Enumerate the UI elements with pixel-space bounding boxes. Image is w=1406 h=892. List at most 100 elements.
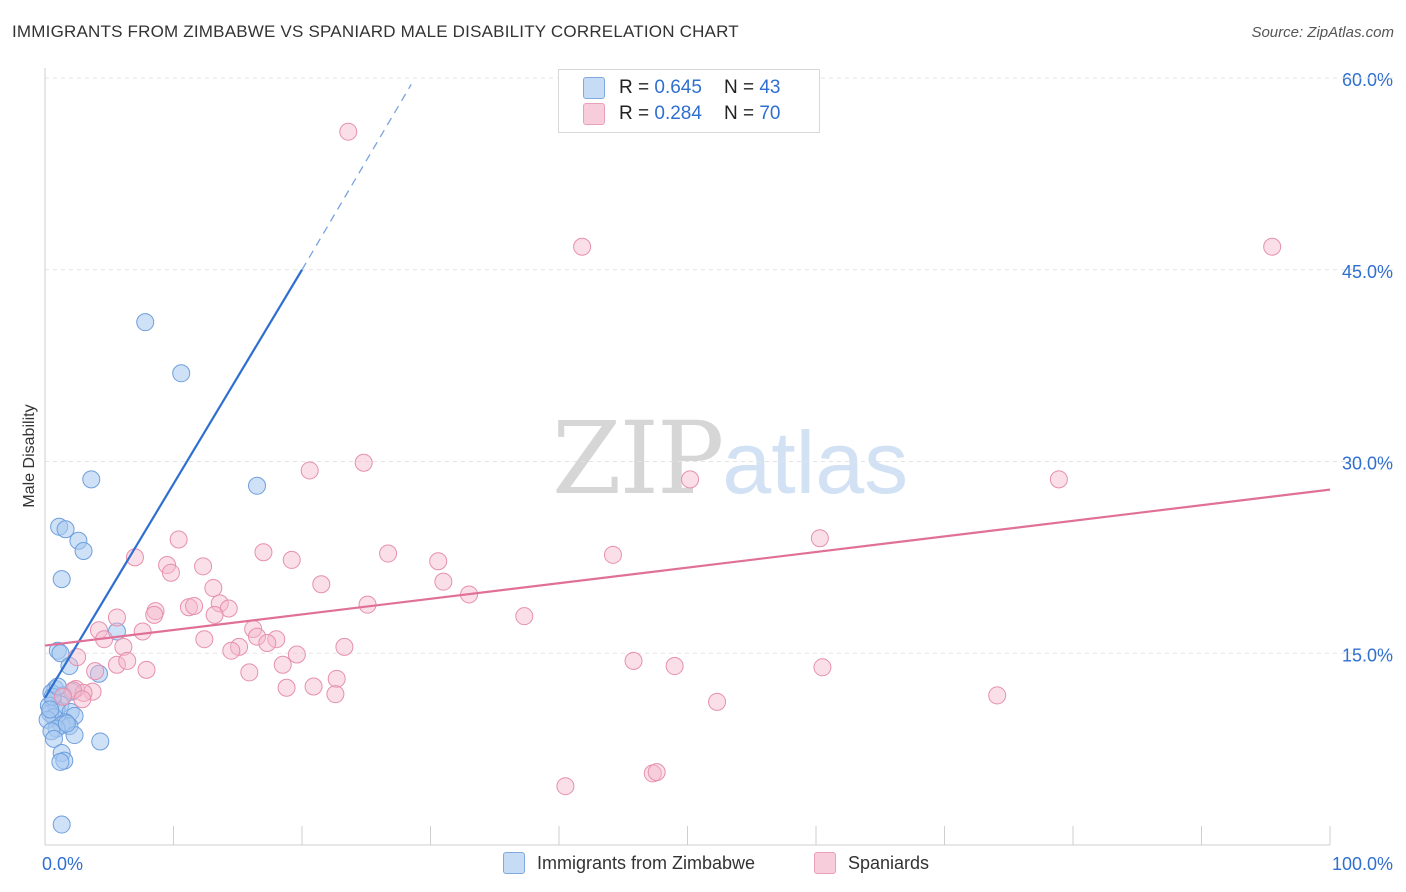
watermark-atlas: atlas xyxy=(722,413,909,512)
spaniard-point xyxy=(114,637,133,656)
spaniard-point xyxy=(573,237,592,256)
chart-title: IMMIGRANTS FROM ZIMBABWE VS SPANIARD MAL… xyxy=(12,22,739,41)
zimbabwe-trend-line xyxy=(44,269,303,699)
spaniard-point xyxy=(681,470,700,489)
source-label: Source: ZipAtlas.com xyxy=(1251,24,1394,41)
series-swatch-spaniards xyxy=(814,852,836,874)
spaniard-point xyxy=(254,543,273,562)
zimbabwe-trend-extension xyxy=(301,84,412,271)
x-tick-label-min: 0.0% xyxy=(42,854,83,874)
spaniard-point xyxy=(282,550,301,569)
spaniard-point xyxy=(339,122,358,141)
spaniard-point xyxy=(434,572,453,591)
watermark-zip: ZIP xyxy=(552,400,724,517)
spaniard-point xyxy=(273,655,292,674)
legend-r-value: 0.645 xyxy=(654,77,702,98)
correlation-legend: R = 0.645 N = 43 R = 0.284 N = 70 xyxy=(558,69,820,133)
spaniard-point xyxy=(556,777,575,796)
spaniard-point xyxy=(988,686,1007,705)
spaniard-point xyxy=(287,645,306,664)
spaniard-point xyxy=(195,630,214,649)
series-legend: Immigrants from Zimbabwe Spaniards xyxy=(0,852,1406,878)
spaniard-point xyxy=(169,530,188,549)
spaniard-point xyxy=(429,552,448,571)
legend-n-label: N = xyxy=(723,103,755,124)
zimbabwe-point xyxy=(136,313,155,332)
legend-n-value: 70 xyxy=(759,103,781,124)
zimbabwe-point xyxy=(44,729,63,748)
legend-swatch-spaniards xyxy=(583,103,605,125)
spaniard-point xyxy=(240,663,259,682)
legend-r-value: 0.284 xyxy=(654,103,702,124)
spaniard-point xyxy=(300,461,319,480)
spaniard-point xyxy=(603,545,622,564)
series-label-spaniards: Spaniards xyxy=(848,852,930,873)
y-tick-label: 30.0% xyxy=(1342,454,1393,474)
legend-n-label: N = xyxy=(723,77,755,98)
series-swatch-zimbabwe xyxy=(503,852,525,874)
spaniard-point xyxy=(118,651,137,670)
spaniard-point xyxy=(83,682,102,701)
spaniard-point xyxy=(708,692,727,711)
spaniard-point xyxy=(647,763,666,782)
spaniard-point xyxy=(205,605,224,624)
series-legend-zimbabwe: Immigrants from Zimbabwe xyxy=(503,852,755,874)
spaniard-point xyxy=(137,660,156,679)
spaniard-point xyxy=(354,453,373,472)
spaniard-trend-line xyxy=(44,488,1331,647)
zimbabwe-point xyxy=(52,815,71,834)
legend-row-zimbabwe: R = 0.645 N = 43 xyxy=(583,76,781,100)
series-legend-spaniards: Spaniards xyxy=(814,852,929,874)
spaniard-point xyxy=(1263,237,1282,256)
zimbabwe-point xyxy=(41,700,60,719)
zimbabwe-point xyxy=(52,570,71,589)
spaniard-point xyxy=(665,657,684,676)
spaniard-point xyxy=(335,637,354,656)
spaniard-point xyxy=(107,655,126,674)
zimbabwe-point xyxy=(51,752,70,771)
y-tick-label: 60.0% xyxy=(1342,70,1393,90)
spaniard-point xyxy=(194,557,213,576)
zimbabwe-point xyxy=(172,364,191,383)
y-tick-label: 15.0% xyxy=(1342,645,1393,665)
zimbabwe-point xyxy=(91,732,110,751)
spaniard-point xyxy=(1049,470,1068,489)
spaniard-point xyxy=(810,529,829,548)
spaniard-point xyxy=(161,563,180,582)
spaniard-point xyxy=(107,608,126,627)
legend-swatch-zimbabwe xyxy=(583,77,605,99)
spaniard-point xyxy=(68,648,87,667)
spaniard-point xyxy=(73,690,92,709)
spaniard-point xyxy=(304,677,323,696)
legend-r-label: R = xyxy=(619,103,650,124)
watermark: ZIPatlas xyxy=(552,400,908,517)
spaniard-point xyxy=(248,627,267,646)
spaniard-point xyxy=(86,662,105,681)
spaniard-point xyxy=(327,669,346,688)
spaniard-point xyxy=(210,594,229,613)
zimbabwe-point xyxy=(56,520,75,539)
spaniard-point xyxy=(145,605,164,624)
spaniard-point xyxy=(312,575,331,594)
spaniard-point xyxy=(624,651,643,670)
spaniard-point xyxy=(515,607,534,626)
x-tick-label-max: 100.0% xyxy=(1332,854,1393,874)
spaniard-point xyxy=(74,683,93,702)
spaniard-point xyxy=(277,678,296,697)
spaniard-point xyxy=(813,658,832,677)
spaniard-point xyxy=(326,685,345,704)
y-tick-label: 45.0% xyxy=(1342,262,1393,282)
spaniard-point xyxy=(379,544,398,563)
zimbabwe-point xyxy=(248,476,267,495)
legend-row-spaniards: R = 0.284 N = 70 xyxy=(583,102,781,126)
spaniard-point xyxy=(222,641,241,660)
spaniard-point xyxy=(53,687,72,706)
zimbabwe-point xyxy=(82,470,101,489)
spaniard-point xyxy=(258,634,277,653)
legend-r-label: R = xyxy=(619,77,650,98)
legend-n-value: 43 xyxy=(759,77,781,98)
series-label-zimbabwe: Immigrants from Zimbabwe xyxy=(537,852,756,873)
spaniard-point xyxy=(204,579,223,598)
spaniard-point xyxy=(185,596,204,615)
